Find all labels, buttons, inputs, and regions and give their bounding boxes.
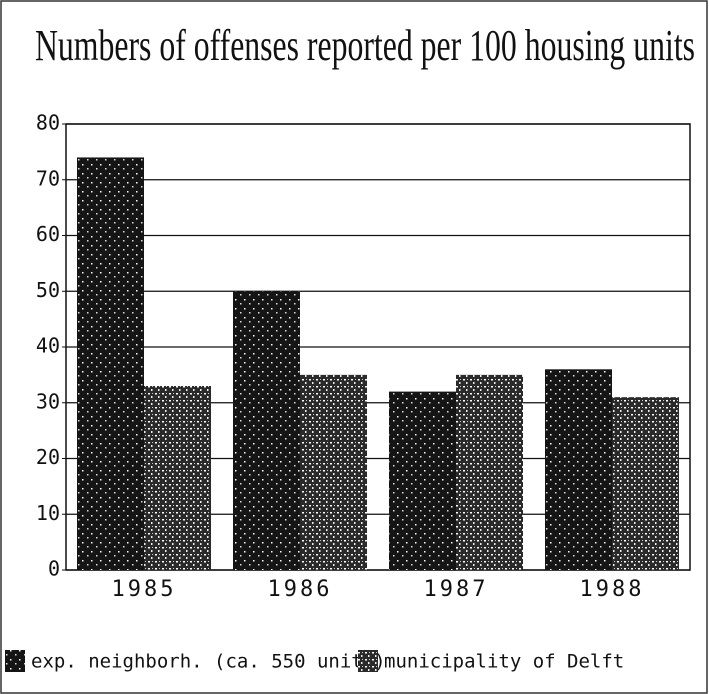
bar [300, 374, 367, 570]
plot-frame [65, 123, 691, 571]
y-tick-label: 70 [36, 166, 60, 190]
bar [233, 291, 300, 570]
x-tick-label: 1986 [268, 577, 333, 602]
x-tick-label: 1985 [112, 577, 177, 602]
x-tick-label: 1987 [424, 577, 489, 602]
legend-swatch [358, 650, 378, 672]
legend-label: municipality of Delft [384, 651, 624, 673]
bar [389, 391, 456, 570]
legend-label: exp. neighborh. (ca. 550 units) [31, 651, 386, 673]
y-tick-label: 0 [48, 557, 60, 581]
legend-swatch [5, 650, 25, 672]
y-tick-label: 30 [36, 389, 60, 413]
y-tick-label: 20 [36, 445, 60, 469]
bar [545, 369, 612, 570]
y-tick-label: 10 [36, 501, 60, 525]
bar [456, 374, 523, 570]
chart-title: Numbers of offenses reported per 100 hou… [35, 21, 695, 70]
y-tick-label: 60 [36, 222, 60, 246]
y-tick-label: 50 [36, 278, 60, 302]
bar [144, 386, 211, 570]
y-tick-label: 40 [36, 334, 60, 358]
bar [612, 397, 679, 570]
bar [77, 157, 144, 570]
y-tick-label: 80 [36, 111, 60, 135]
x-tick-label: 1988 [580, 577, 645, 602]
